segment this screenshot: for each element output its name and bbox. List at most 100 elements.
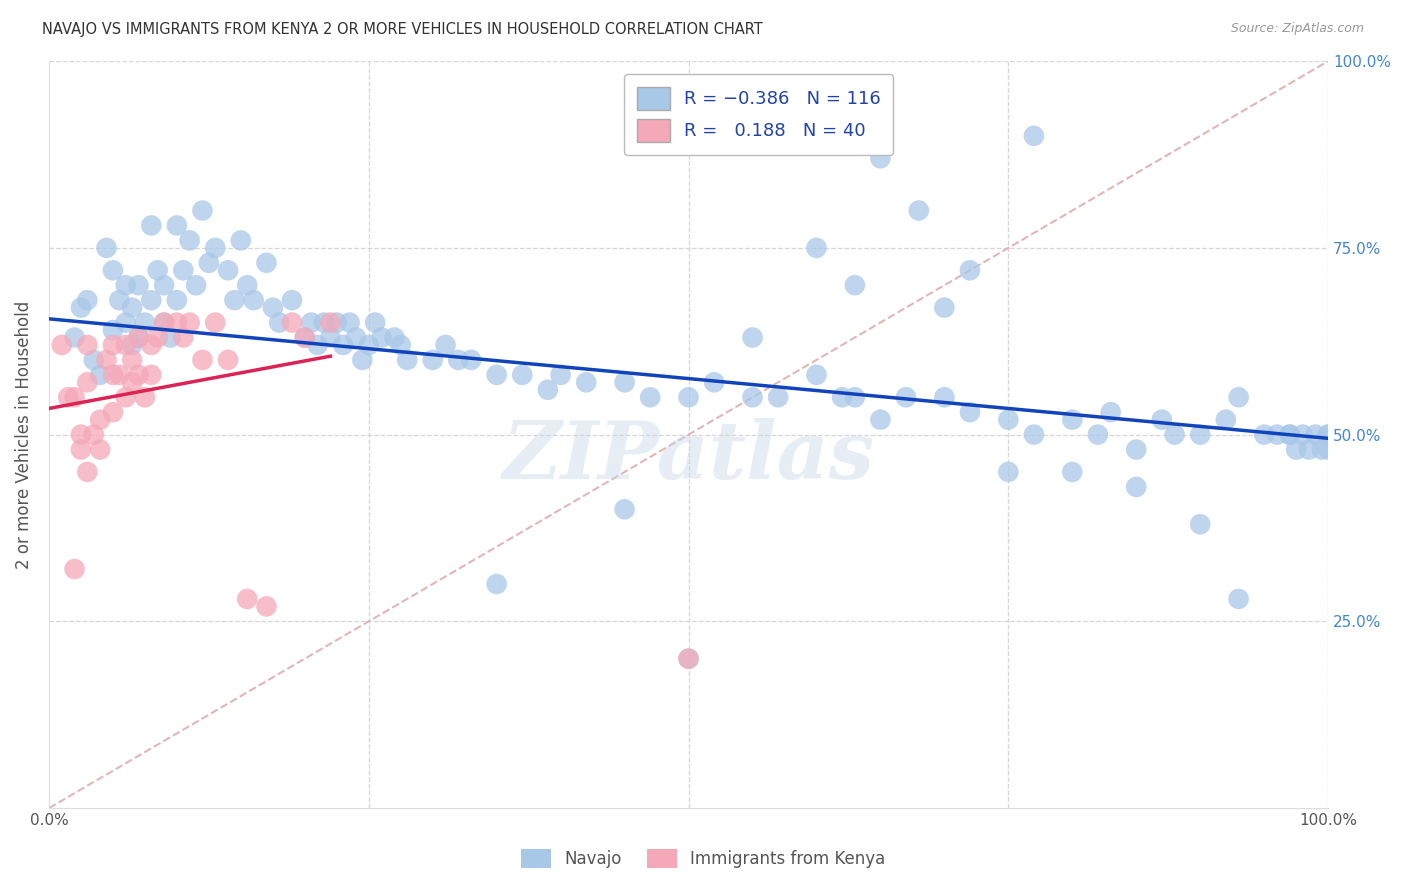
Point xyxy=(1022,128,1045,143)
Point xyxy=(76,376,98,390)
Point xyxy=(198,256,221,270)
Legend: R = −0.386   N = 116, R =   0.188   N = 40: R = −0.386 N = 116, R = 0.188 N = 40 xyxy=(624,74,893,154)
Legend: Navajo, Immigrants from Kenya: Navajo, Immigrants from Kenya xyxy=(515,842,891,875)
Point xyxy=(217,352,239,367)
Point xyxy=(83,352,105,367)
Point xyxy=(447,352,470,367)
Point xyxy=(575,376,598,390)
Point xyxy=(269,316,291,330)
Point xyxy=(1278,427,1301,442)
Point xyxy=(312,316,335,330)
Text: NAVAJO VS IMMIGRANTS FROM KENYA 2 OR MORE VEHICLES IN HOUSEHOLD CORRELATION CHAR: NAVAJO VS IMMIGRANTS FROM KENYA 2 OR MOR… xyxy=(42,22,763,37)
Point xyxy=(141,219,163,233)
Point xyxy=(224,293,246,308)
Point xyxy=(108,293,131,308)
Point xyxy=(114,316,136,330)
Point xyxy=(254,599,277,614)
Point xyxy=(1317,442,1340,457)
Point xyxy=(76,338,98,352)
Point xyxy=(907,203,929,218)
Point xyxy=(179,316,201,330)
Point xyxy=(108,368,131,382)
Point xyxy=(1062,465,1084,479)
Point xyxy=(806,241,828,255)
Point xyxy=(934,390,956,404)
Point xyxy=(1125,480,1147,494)
Point xyxy=(1022,427,1045,442)
Point xyxy=(146,263,169,277)
Point xyxy=(128,330,150,344)
Point xyxy=(741,330,763,344)
Y-axis label: 2 or more Vehicles in Household: 2 or more Vehicles in Household xyxy=(15,301,32,569)
Point xyxy=(83,427,105,442)
Point xyxy=(1087,427,1109,442)
Point xyxy=(56,390,79,404)
Point xyxy=(1278,427,1301,442)
Point xyxy=(319,330,342,344)
Point xyxy=(460,352,482,367)
Point xyxy=(96,352,118,367)
Point xyxy=(114,278,136,293)
Text: ZIPatlas: ZIPatlas xyxy=(502,418,875,496)
Point xyxy=(678,651,700,665)
Point xyxy=(1215,412,1237,426)
Point xyxy=(89,368,111,382)
Point xyxy=(741,390,763,404)
Point xyxy=(703,376,725,390)
Point xyxy=(1125,442,1147,457)
Point xyxy=(370,330,392,344)
Point xyxy=(242,293,264,308)
Point xyxy=(959,263,981,277)
Point xyxy=(307,338,329,352)
Point xyxy=(153,278,176,293)
Point xyxy=(344,330,367,344)
Point xyxy=(101,263,124,277)
Point xyxy=(101,338,124,352)
Point xyxy=(76,293,98,308)
Point xyxy=(1227,591,1250,606)
Point xyxy=(485,368,508,382)
Point xyxy=(894,390,917,404)
Point xyxy=(485,577,508,591)
Point xyxy=(159,330,181,344)
Point xyxy=(997,412,1019,426)
Point xyxy=(869,412,891,426)
Point xyxy=(166,316,188,330)
Point xyxy=(63,390,86,404)
Point xyxy=(236,278,259,293)
Point xyxy=(357,338,380,352)
Point xyxy=(1163,427,1185,442)
Point xyxy=(299,316,322,330)
Point xyxy=(134,390,156,404)
Point xyxy=(191,352,214,367)
Point xyxy=(101,368,124,382)
Point xyxy=(153,316,176,330)
Point xyxy=(382,330,405,344)
Point xyxy=(332,338,354,352)
Point xyxy=(114,390,136,404)
Point xyxy=(70,442,93,457)
Point xyxy=(1099,405,1122,419)
Point xyxy=(638,390,661,404)
Point xyxy=(204,241,226,255)
Point xyxy=(869,151,891,165)
Point xyxy=(1265,427,1288,442)
Point xyxy=(114,338,136,352)
Point xyxy=(678,390,700,404)
Point xyxy=(281,316,304,330)
Point xyxy=(128,330,150,344)
Point xyxy=(146,330,169,344)
Point xyxy=(89,412,111,426)
Point xyxy=(101,323,124,337)
Point xyxy=(128,368,150,382)
Point xyxy=(352,352,374,367)
Point xyxy=(1317,427,1340,442)
Point xyxy=(1253,427,1275,442)
Point xyxy=(63,330,86,344)
Point xyxy=(262,301,284,315)
Point xyxy=(121,301,143,315)
Point xyxy=(389,338,412,352)
Point xyxy=(179,234,201,248)
Point xyxy=(166,219,188,233)
Point xyxy=(294,330,316,344)
